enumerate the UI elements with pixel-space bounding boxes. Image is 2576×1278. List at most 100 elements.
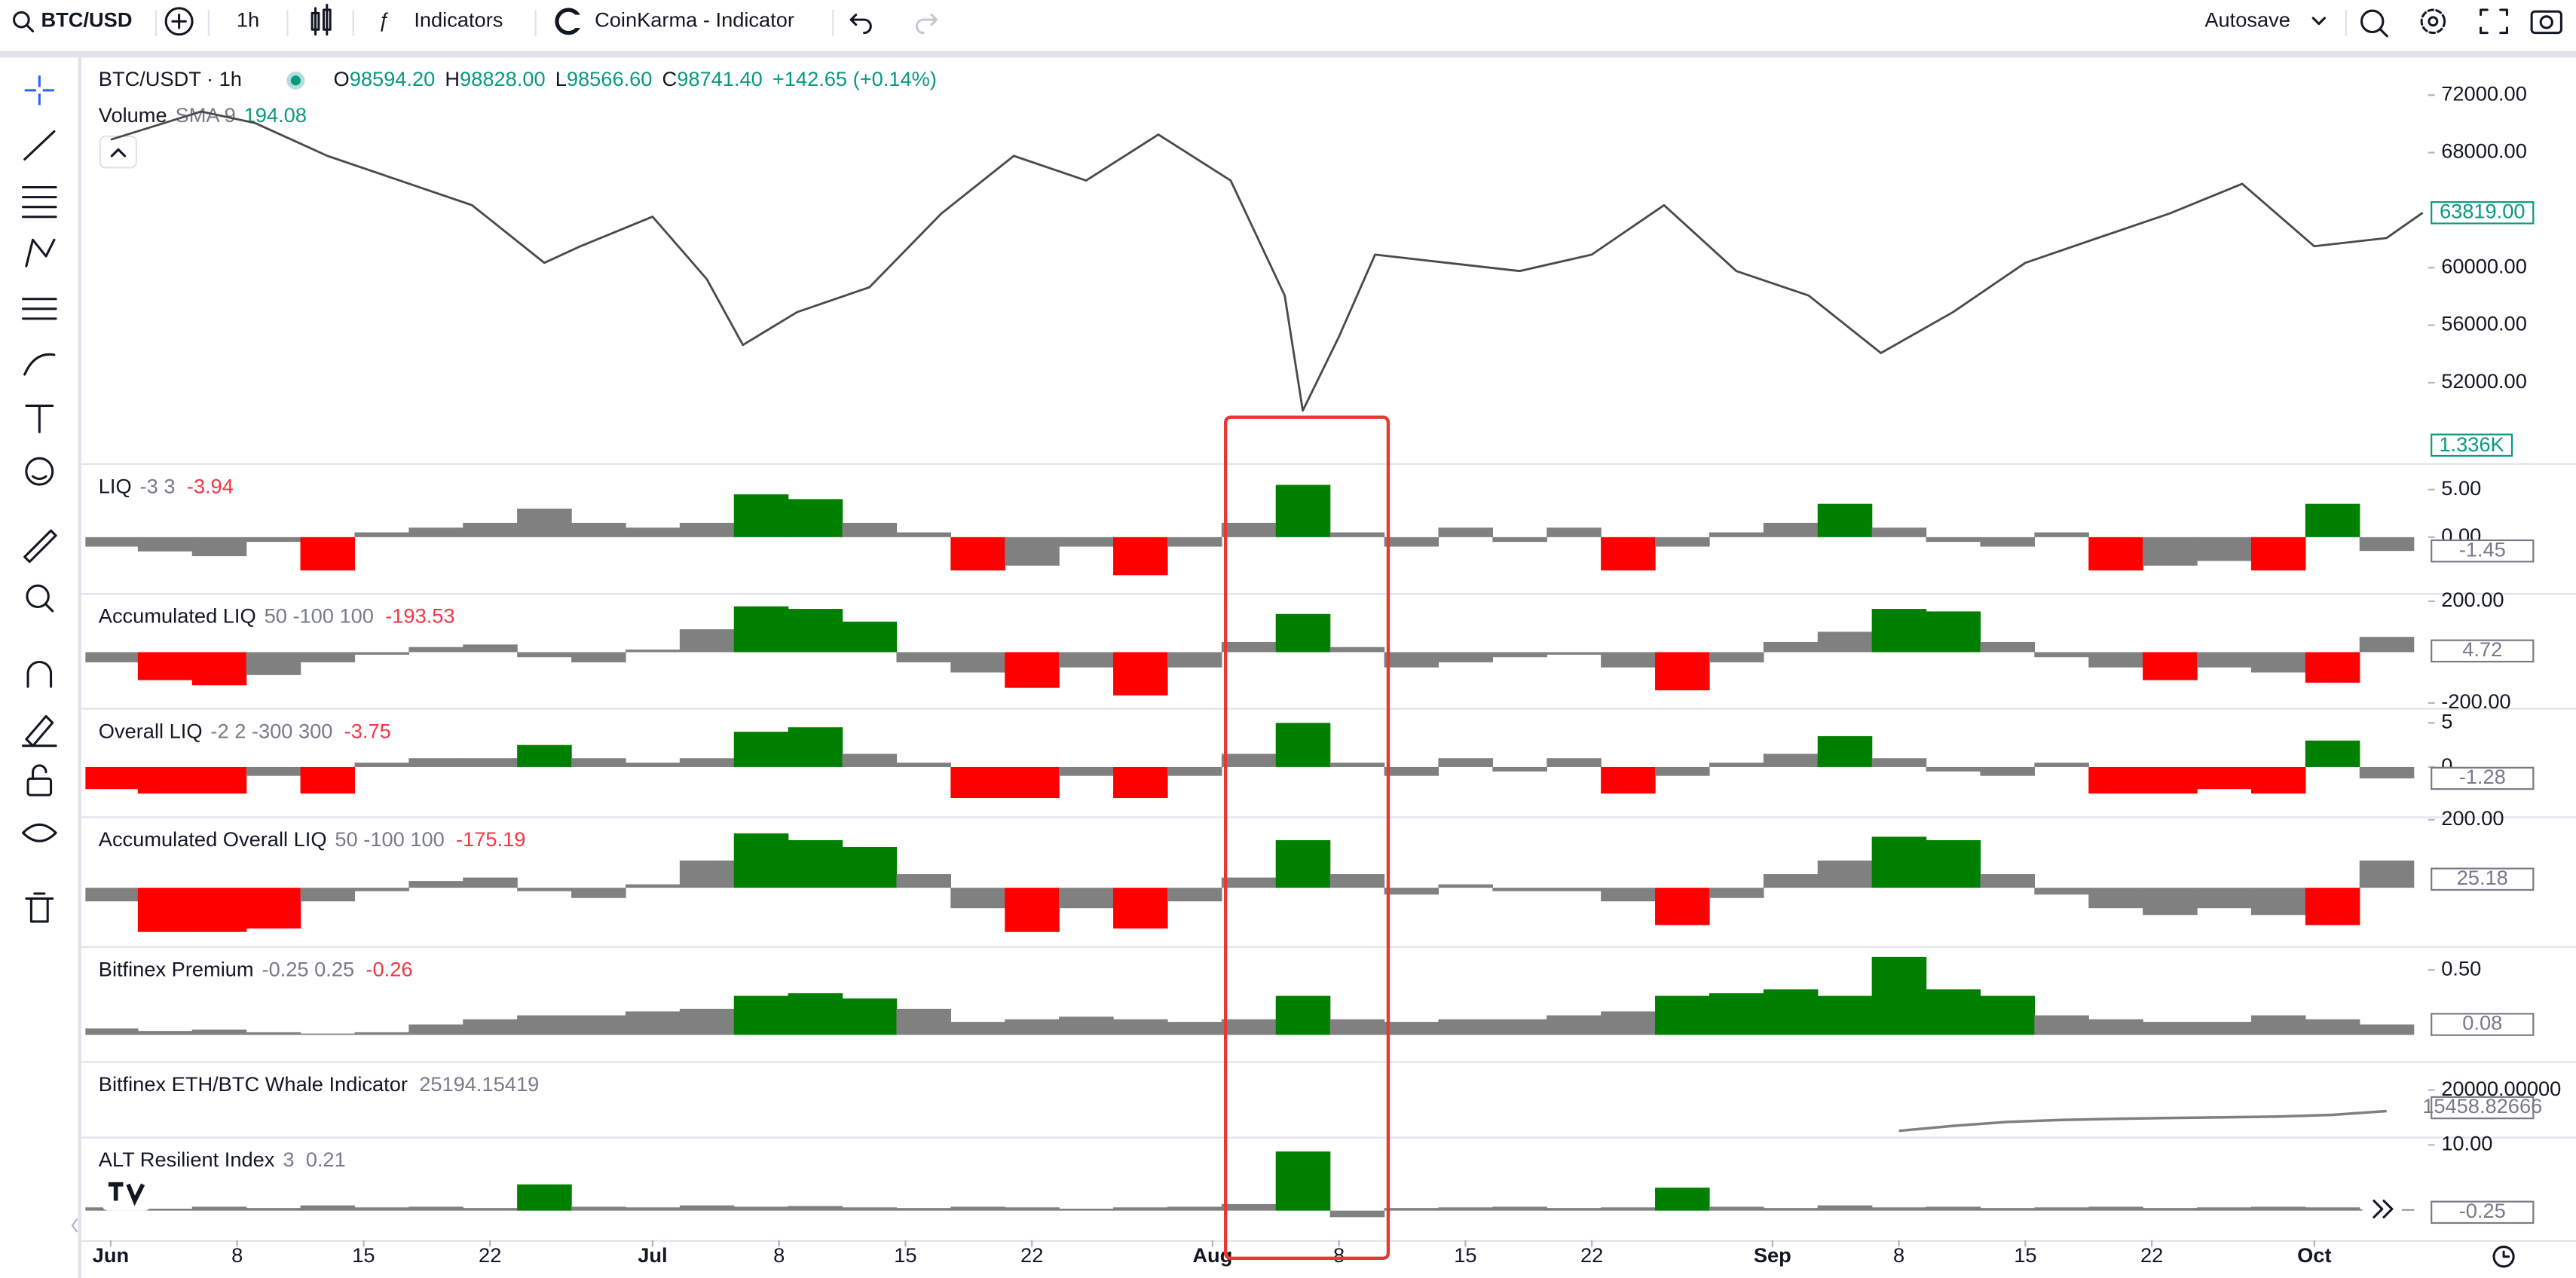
y-tick-label: 0.50	[2441, 956, 2481, 980]
tv-logo[interactable]	[102, 1174, 151, 1211]
layout-name[interactable]: CoinKarma - Indicator	[595, 8, 794, 32]
y-tick-label: 68000.00	[2441, 139, 2527, 163]
chart-title: BTC/USDT · 1h	[99, 67, 242, 90]
pattern-tool[interactable]	[25, 238, 56, 268]
indicator-bar	[1980, 874, 2035, 888]
crosshair-tool[interactable]	[24, 75, 54, 105]
indicator-bar	[1329, 647, 1385, 653]
drawing-mode[interactable]	[21, 714, 57, 748]
pane-legend-value: -3.94	[187, 475, 234, 498]
sidebar-toggle[interactable]	[71, 1218, 78, 1233]
indicator-bar	[354, 1032, 410, 1035]
indicator-bar	[1817, 503, 1873, 537]
brush-tool[interactable]	[23, 353, 56, 376]
indicator-bar	[1221, 522, 1277, 537]
autosave-menu[interactable]	[2311, 17, 2327, 26]
indicator-bar	[1655, 1188, 1710, 1211]
indicator-bar	[625, 527, 681, 537]
symbol-search[interactable]: BTC/USD	[13, 8, 133, 32]
pane-legend-value: -175.19	[456, 827, 525, 851]
indicator-bar	[517, 1015, 572, 1035]
layout-button[interactable]: CoinKarma - Indicator	[555, 8, 794, 35]
indicator-bar	[85, 652, 139, 662]
indicator-bar	[1871, 527, 1927, 537]
indicator-bar	[733, 995, 789, 1035]
indicator-bar	[1763, 874, 1819, 888]
indicator-bar	[2143, 888, 2198, 916]
indicator-bar	[896, 874, 952, 888]
text-tool[interactable]	[25, 404, 54, 433]
x-tick-label: 8	[231, 1243, 243, 1267]
snapshot-button[interactable]	[2530, 10, 2562, 35]
indicator-bar	[1005, 1019, 1060, 1035]
pane-params: -2 2 -300 300	[210, 719, 332, 742]
fullscreen-button[interactable]	[2480, 8, 2508, 35]
indicator-bar	[950, 766, 1005, 798]
volume-last-box: 1.336K	[2431, 433, 2513, 457]
indicator-bar	[1167, 766, 1222, 776]
measure-tool[interactable]	[23, 529, 57, 564]
indicator-bar	[1113, 766, 1168, 798]
indicator-bar	[1275, 723, 1331, 767]
indicator-bar	[2305, 740, 2360, 767]
indicator-bar	[246, 888, 301, 929]
indicator-bar	[1329, 874, 1385, 888]
y-tick-label: 5	[2441, 710, 2452, 733]
indicator-bar	[1709, 993, 1764, 1035]
trendline-tool[interactable]	[23, 130, 56, 161]
indicator-bar	[1601, 888, 1656, 902]
delete-tool[interactable]	[25, 892, 54, 923]
add-symbol[interactable]	[164, 7, 194, 36]
forecast-tool[interactable]	[21, 298, 57, 320]
indicator-bar	[2088, 652, 2143, 668]
indicator-bar	[788, 499, 843, 537]
indicator-bar	[2250, 888, 2306, 916]
emoji-tool[interactable]	[25, 457, 54, 486]
indicator-bar	[408, 758, 463, 767]
zoom-tool[interactable]	[26, 584, 54, 613]
indicators[interactable]: Indicators	[414, 8, 503, 32]
indicator-bar	[679, 629, 735, 653]
indicator-bar	[1059, 652, 1114, 668]
autosave[interactable]: Autosave	[2204, 8, 2290, 32]
redo[interactable]	[915, 14, 938, 35]
magnet-tool[interactable]	[26, 661, 53, 688]
indicator-bar	[2034, 1207, 2089, 1211]
lock-tool[interactable]	[26, 764, 53, 796]
fib-tool[interactable]	[21, 185, 57, 219]
indicator-bar	[246, 1032, 301, 1035]
indicator-bar	[85, 537, 139, 547]
indicator-bar	[1980, 1208, 2035, 1211]
indicator-bar	[1438, 1207, 1494, 1211]
indicator-bar	[2305, 888, 2360, 925]
scroll-to-end[interactable]	[2362, 1191, 2402, 1228]
x-tick-label: 15	[2014, 1243, 2036, 1267]
chart-type[interactable]	[311, 4, 332, 36]
indicator-bar	[733, 732, 789, 767]
indicators-button[interactable]: ƒ Indicators	[378, 8, 503, 32]
indicator-bar	[517, 1184, 572, 1211]
alert-button[interactable]	[2360, 9, 2388, 38]
indicator-bar	[408, 1206, 463, 1211]
indicator-bar	[1059, 1017, 1114, 1035]
pane-legend-value: 0.21	[306, 1148, 346, 1171]
pane-legend: ALT Resilient Index 3 0.21	[99, 1148, 346, 1171]
indicator-bar	[246, 652, 301, 675]
settings-button[interactable]	[2420, 8, 2446, 35]
pane-last-value-box	[2431, 639, 2535, 663]
hide-tool[interactable]	[21, 823, 57, 842]
symbol[interactable]: BTC/USD	[41, 8, 132, 32]
price-line	[110, 110, 2424, 412]
collapse-legend[interactable]	[99, 135, 138, 169]
indicator-bar	[1384, 1208, 1439, 1211]
interval[interactable]: 1h	[237, 8, 259, 32]
undo[interactable]	[849, 14, 872, 35]
indicator-bar	[1492, 1206, 1547, 1211]
indicator-bar	[2197, 537, 2252, 561]
indicator-bar	[1601, 1011, 1656, 1035]
indicator-bar	[1492, 652, 1547, 658]
timezone-button[interactable]	[2492, 1246, 2515, 1268]
indicator-bar	[354, 532, 410, 537]
pane-legend: Bitfinex Premium -0.25 0.25 -0.26	[99, 958, 413, 981]
indicator-bar	[1492, 537, 1547, 543]
